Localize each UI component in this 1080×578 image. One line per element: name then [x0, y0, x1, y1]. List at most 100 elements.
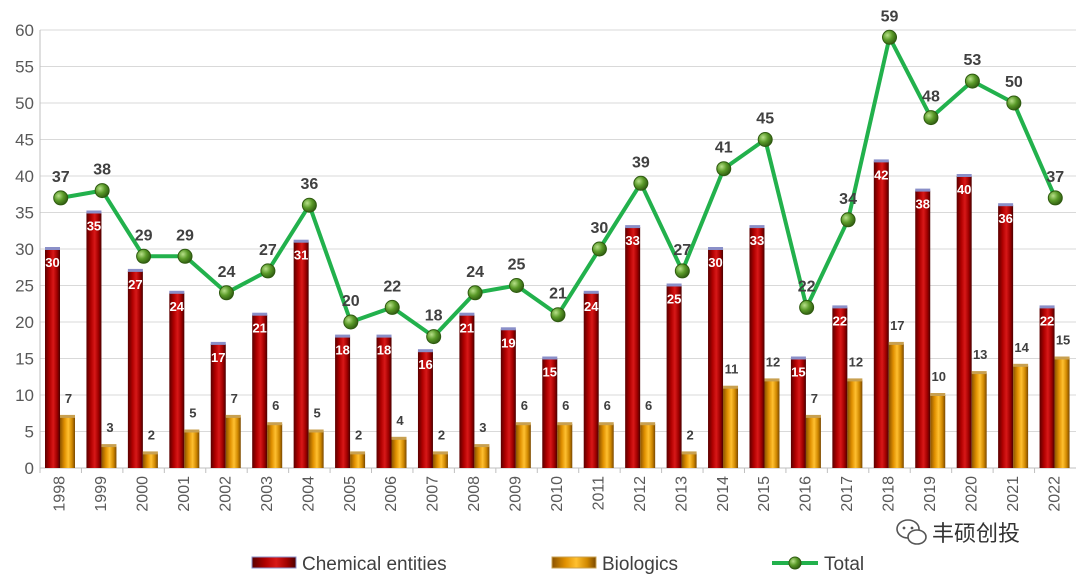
- total-data-label: 24: [466, 264, 484, 281]
- biologics-bar: [888, 343, 904, 468]
- y-tick-label: 20: [15, 313, 34, 332]
- chemical-data-label: 22: [1040, 313, 1054, 328]
- biologics-bar: [101, 446, 117, 468]
- biologics-bar: [515, 424, 531, 468]
- biologics-data-label: 7: [811, 391, 818, 406]
- biologics-bar-cap: [225, 414, 241, 418]
- biologics-data-label: 5: [314, 406, 321, 421]
- total-data-label: 37: [1046, 169, 1064, 186]
- biologics-bar-cap: [557, 422, 573, 426]
- biologics-data-label: 15: [1056, 333, 1070, 348]
- biologics-data-label: 6: [604, 398, 611, 413]
- total-marker: [840, 212, 856, 228]
- legend-label-total: Total: [824, 554, 864, 575]
- legend: Chemical entities Biologics Total: [251, 554, 864, 575]
- y-tick-label: 0: [25, 459, 34, 478]
- biologics-bar-cap: [474, 444, 490, 448]
- chemical-bar-cap: [1039, 305, 1055, 309]
- chemical-bar: [625, 227, 641, 468]
- x-tick-label: 2009: [508, 476, 525, 512]
- chemical-data-label: 42: [874, 167, 888, 182]
- biologics-bar-cap: [764, 378, 780, 382]
- biologics-bar: [1054, 358, 1070, 468]
- chemical-bar-cap: [583, 290, 599, 294]
- biologics-bar: [681, 453, 697, 468]
- total-marker: [964, 73, 980, 89]
- x-tick-label: 2001: [176, 476, 193, 512]
- chemical-bar-cap: [500, 327, 516, 331]
- total-data-label: 48: [922, 89, 940, 106]
- chemical-bar-cap: [998, 203, 1014, 207]
- y-tick-label: 45: [15, 131, 34, 150]
- total-data-label: 27: [259, 242, 277, 259]
- legend-swatch-biologics: [551, 556, 597, 569]
- biologics-bar-cap: [60, 414, 75, 418]
- biologics-data-label: 2: [148, 427, 155, 442]
- biologics-bar: [267, 424, 283, 468]
- total-marker: [260, 263, 276, 279]
- chemical-bar: [335, 336, 351, 468]
- x-axis: 1998 1999 2000 2001 2002 2003 2004 2005 2006 2007…: [39, 467, 1076, 512]
- total-data-label: 45: [756, 111, 774, 128]
- chemical-bar: [45, 249, 60, 468]
- y-tick-label: 10: [15, 386, 34, 405]
- total-data-label: 20: [342, 293, 360, 310]
- total-marker: [136, 248, 152, 264]
- chemical-data-label: 18: [335, 343, 349, 358]
- x-tick-label: 2008: [466, 476, 483, 512]
- chemical-bar: [583, 292, 599, 468]
- x-tick-label: 2014: [715, 476, 732, 512]
- chemical-bar: [500, 329, 516, 468]
- x-tick-label: 2013: [673, 476, 690, 512]
- x-tick-label: 2012: [632, 476, 649, 512]
- chemical-bar: [542, 358, 558, 468]
- biologics-bar: [557, 424, 573, 468]
- chemical-data-label: 24: [170, 299, 185, 314]
- biologics-data-label: 6: [562, 398, 569, 413]
- total-marker: [467, 285, 483, 301]
- y-tick-label: 55: [15, 58, 34, 77]
- chemical-bar-cap: [293, 239, 309, 243]
- total-marker: [384, 299, 400, 315]
- total-data-label: 39: [632, 154, 650, 171]
- chemical-data-label: 25: [667, 292, 681, 307]
- biologics-data-label: 17: [890, 318, 904, 333]
- total-marker: [923, 110, 939, 126]
- total-data-label: 30: [591, 220, 609, 237]
- x-tick-label: 2022: [1046, 476, 1063, 512]
- chemical-data-label: 36: [998, 211, 1012, 226]
- y-tick-label: 60: [15, 21, 34, 40]
- y-tick-label: 30: [15, 240, 34, 259]
- biologics-bar: [1013, 365, 1029, 468]
- chemical-data-label: 30: [45, 255, 59, 270]
- chemical-bar: [915, 190, 931, 468]
- total-data-label: 25: [508, 257, 526, 274]
- biologics-bar: [142, 453, 158, 468]
- x-tick-label: 1998: [52, 476, 69, 512]
- chemical-data-label: 33: [625, 233, 639, 248]
- x-tick-label: 2011: [590, 476, 607, 511]
- chemical-bar-cap: [542, 356, 558, 360]
- biologics-data-label: 4: [396, 413, 404, 428]
- x-tick-label: 2020: [963, 476, 980, 512]
- total-data-label: 41: [715, 140, 733, 157]
- total-marker: [426, 329, 442, 345]
- biologics-data-label: 7: [231, 391, 238, 406]
- chemical-data-label: 15: [543, 365, 557, 380]
- biologics-bar-cap: [723, 385, 739, 389]
- total-marker: [1006, 95, 1022, 111]
- biologics-bar-cap: [267, 422, 283, 426]
- y-tick-label: 25: [15, 277, 34, 296]
- total-data-label: 22: [383, 278, 401, 295]
- biologics-bar: [598, 424, 614, 468]
- chemical-bar-cap: [210, 341, 226, 345]
- chemical-bar: [293, 241, 309, 468]
- x-tick-label: 2000: [135, 476, 152, 512]
- chemical-data-label: 31: [294, 248, 308, 263]
- chemical-bar-cap: [873, 159, 889, 163]
- biologics-data-label: 2: [438, 427, 445, 442]
- biologics-bar-cap: [805, 414, 821, 418]
